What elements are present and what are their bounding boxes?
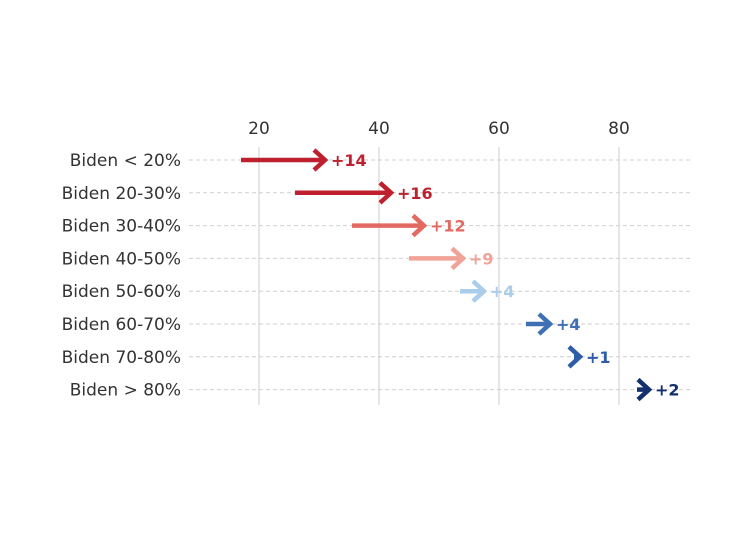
category-label: Biden 50-60%: [62, 282, 181, 302]
arrow-head: [378, 181, 395, 205]
arrow-head: [471, 279, 488, 303]
arrow-head: [537, 312, 554, 336]
x-tick-label: 20: [248, 119, 270, 139]
delta-label: +4: [556, 315, 581, 334]
delta-label: +4: [490, 282, 515, 301]
category-label: Biden 20-30%: [62, 184, 181, 204]
category-label: Biden 30-40%: [62, 217, 181, 237]
delta-label: +12: [430, 217, 466, 236]
category-label: Biden 60-70%: [62, 315, 181, 335]
delta-label: +9: [469, 249, 494, 268]
arrow-head: [636, 377, 653, 402]
arrow-head: [567, 345, 584, 369]
category-label: Biden > 80%: [70, 381, 181, 401]
x-tick-label: 80: [608, 119, 630, 139]
category-label: Biden 70-80%: [62, 348, 181, 368]
arrow-head: [450, 246, 467, 271]
delta-label: +16: [397, 184, 433, 203]
x-tick-label: 40: [368, 119, 390, 139]
x-tick-label: 60: [488, 119, 510, 139]
category-label: Biden 40-50%: [62, 249, 181, 269]
delta-label: +2: [655, 381, 680, 400]
arrow-head: [312, 148, 329, 172]
delta-label: +14: [331, 151, 367, 170]
delta-label: +1: [586, 348, 611, 367]
category-label: Biden < 20%: [70, 151, 181, 171]
arrow-head: [411, 213, 428, 238]
